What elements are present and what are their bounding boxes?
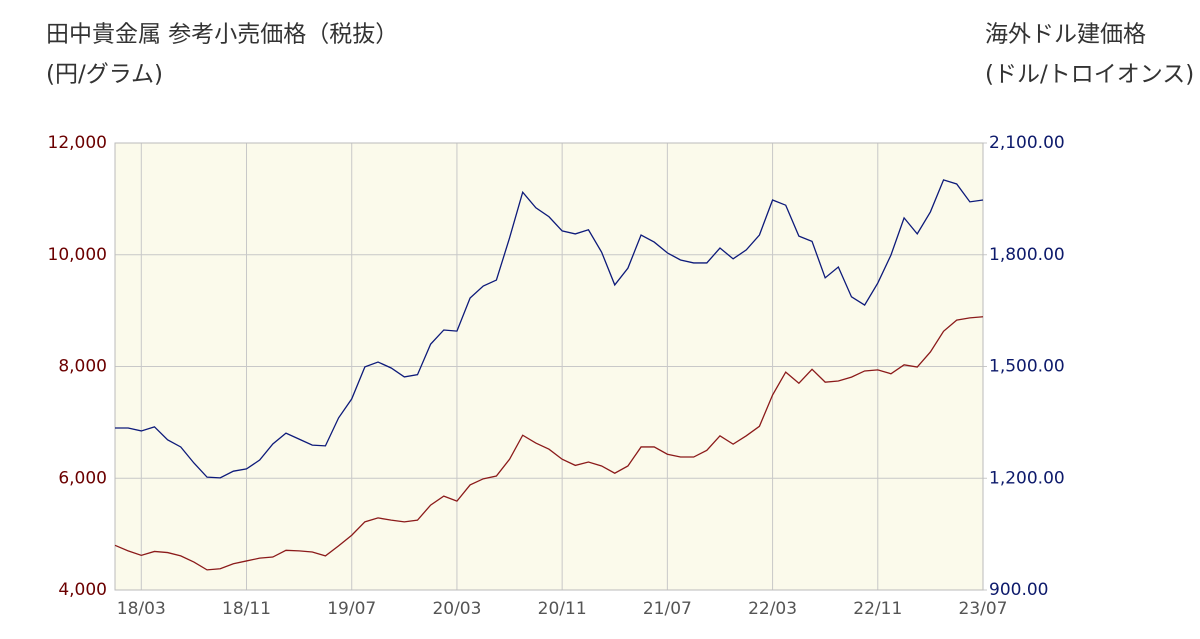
x-tick-label: 18/03 <box>117 599 166 619</box>
y-axis-title: 田中貴金属 参考小売価格（税抜） <box>46 22 398 48</box>
x-tick-label: 23/07 <box>959 599 1008 619</box>
y2-tick-label: 900.00 <box>989 580 1048 600</box>
y2-tick-label: 1,800.00 <box>989 245 1065 265</box>
x-tick-label: 21/07 <box>643 599 692 619</box>
y2-axis-unit: (ドル/トロイオンス) <box>985 62 1194 88</box>
x-tick-label: 18/11 <box>222 599 271 619</box>
x-tick-label: 20/03 <box>432 599 481 619</box>
y-tick-label: 12,000 <box>48 133 107 153</box>
series-line <box>114 316 984 571</box>
y2-tick-label: 2,100.00 <box>989 133 1065 153</box>
x-tick-label: 22/03 <box>748 599 797 619</box>
x-tick-label: 20/11 <box>538 599 587 619</box>
plot-border <box>114 142 984 591</box>
y-tick-label: 4,000 <box>58 580 107 600</box>
y2-tick-label: 1,200.00 <box>989 468 1065 488</box>
series-line <box>115 179 984 479</box>
y-tick-label: 6,000 <box>58 468 107 488</box>
y2-axis-title: 海外ドル建価格 <box>985 22 1146 48</box>
x-tick-label: 19/07 <box>327 599 376 619</box>
y2-tick-label: 1,500.00 <box>989 357 1065 377</box>
x-tick-label: 22/11 <box>853 599 902 619</box>
y-axis-unit: (円/グラム) <box>46 62 163 88</box>
y-tick-label: 10,000 <box>48 245 107 265</box>
y-tick-label: 8,000 <box>58 357 107 377</box>
